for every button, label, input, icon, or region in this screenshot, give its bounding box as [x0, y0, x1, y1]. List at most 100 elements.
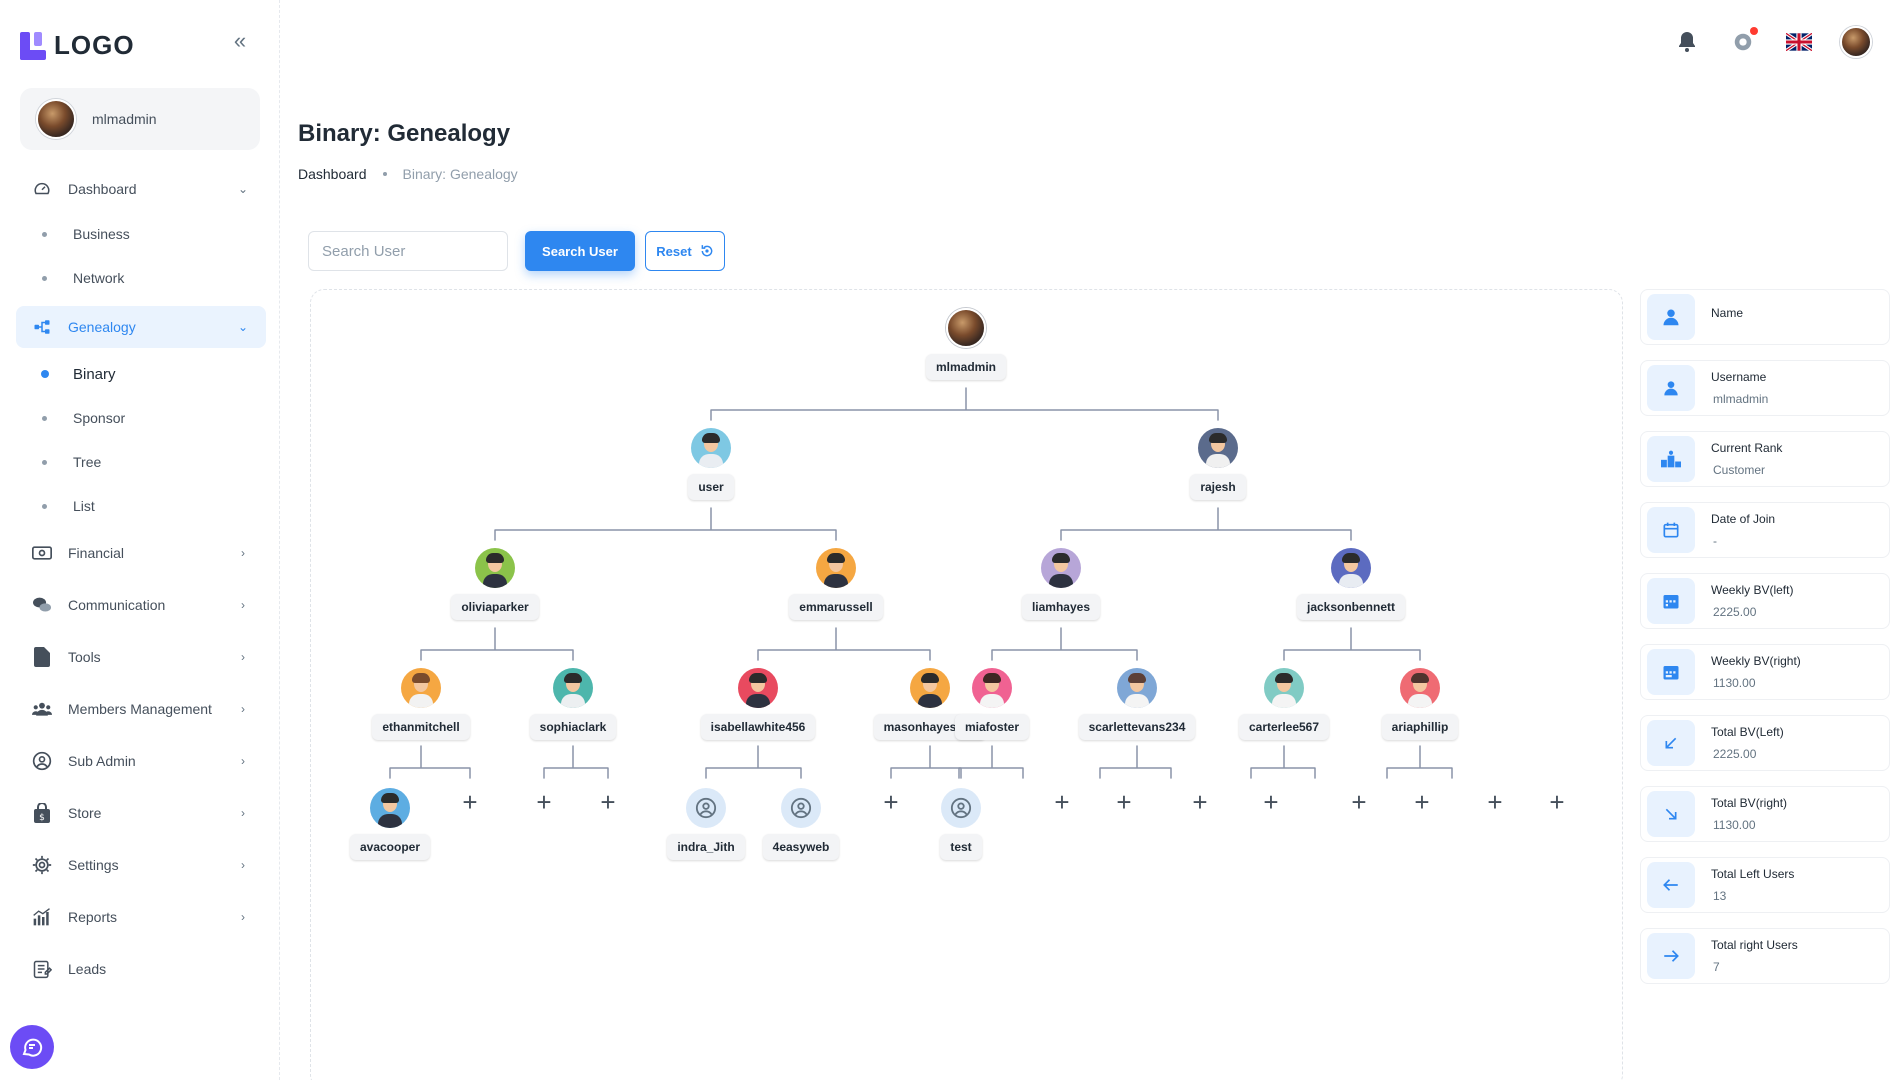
bell-icon[interactable]	[1672, 27, 1702, 57]
sidebar-subitem-binary[interactable]: Binary	[16, 352, 266, 396]
info-card-total-bv-right: Total BV(right) 1130.00	[1640, 786, 1890, 842]
bullet-icon	[42, 459, 47, 465]
sidebar-item-reports[interactable]: Reports ›	[16, 896, 266, 938]
chevron-right-icon: ›	[241, 910, 245, 924]
avatar	[1117, 668, 1157, 708]
bullet-icon	[42, 231, 47, 237]
sidebar-subitem-label: Binary	[73, 365, 116, 383]
tree-node[interactable]: scarlettevans234	[1067, 668, 1207, 740]
info-value: 2225.00	[1713, 747, 1757, 761]
search-user-button[interactable]: Search User	[525, 231, 635, 271]
add-member-plus-icon[interactable]: +	[1116, 786, 1132, 817]
reset-label: Reset	[656, 243, 692, 259]
sidebar-subitem-business[interactable]: Business	[16, 212, 266, 256]
sidebar-subitem-sponsor[interactable]: Sponsor	[16, 396, 266, 440]
user-card[interactable]: mlmadmin	[20, 88, 260, 150]
info-value: Customer	[1713, 463, 1766, 477]
avatar	[972, 668, 1012, 708]
settings-icon[interactable]	[1728, 27, 1758, 57]
user-info-panel: Name Username mlmadmin Current Rank Cust…	[1640, 289, 1890, 999]
avatar	[816, 548, 856, 588]
tree-node-label: rajesh	[1190, 474, 1246, 500]
sidebar-item-sub-admin[interactable]: Sub Admin ›	[16, 740, 266, 782]
logo[interactable]: LOGO	[20, 30, 135, 61]
sidebar-item-leads[interactable]: Leads	[16, 948, 266, 990]
sidebar-item-members-management[interactable]: Members Management ›	[16, 688, 266, 730]
chevron-right-icon: ›	[241, 806, 245, 820]
tree-node[interactable]: rajesh	[1148, 428, 1288, 500]
add-member-plus-icon[interactable]: +	[1054, 786, 1070, 817]
tree-node-label: ariaphillip	[1381, 714, 1459, 740]
sidebar-item-tools[interactable]: Tools ›	[16, 636, 266, 678]
notification-dot	[1750, 27, 1758, 35]
tree-node[interactable]: miafoster	[922, 668, 1062, 740]
tree-node[interactable]: user	[641, 428, 781, 500]
sidebar-item-genealogy[interactable]: Genealogy ⌄	[16, 306, 266, 348]
chat-button[interactable]	[10, 1025, 54, 1069]
tree-node[interactable]: ethanmitchell	[351, 668, 491, 740]
sidebar-subitem-tree[interactable]: Tree	[16, 440, 266, 484]
tree-node-label: miafoster	[954, 714, 1030, 740]
tree-node[interactable]: 4easyweb	[731, 788, 871, 860]
uk-flag-icon[interactable]	[1784, 27, 1814, 57]
breadcrumb: Dashboard Binary: Genealogy	[298, 166, 518, 182]
tree-node[interactable]: liamhayes	[991, 548, 1131, 620]
sidebar-subitem-label: Network	[73, 270, 125, 286]
tree-node[interactable]: test	[891, 788, 1031, 860]
breadcrumb-home[interactable]: Dashboard	[298, 166, 367, 182]
add-member-plus-icon[interactable]: +	[1263, 786, 1279, 817]
sidebar-subitem-network[interactable]: Network	[16, 256, 266, 300]
tree-node[interactable]: mlmadmin	[896, 308, 1036, 380]
sidebar-item-label: Dashboard	[68, 181, 137, 197]
sidebar-item-settings[interactable]: Settings ›	[16, 844, 266, 886]
info-label: Name	[1711, 306, 1744, 320]
calendar-icon	[1647, 507, 1695, 553]
tree-node[interactable]: sophiaclark	[503, 668, 643, 740]
add-member-plus-icon[interactable]: +	[462, 786, 478, 817]
add-member-plus-icon[interactable]: +	[536, 786, 552, 817]
collapse-sidebar-icon[interactable]: «	[233, 28, 247, 53]
avatar	[946, 308, 986, 348]
tree-node[interactable]: jacksonbennett	[1281, 548, 1421, 620]
info-label: Total Left Users	[1711, 867, 1795, 881]
search-input[interactable]	[308, 231, 508, 271]
arrow-down-left-icon	[1647, 720, 1695, 766]
tree-node-label: carterlee567	[1238, 714, 1330, 740]
info-value: 13	[1713, 889, 1727, 903]
topbar	[1672, 26, 1872, 58]
file-icon	[32, 647, 52, 667]
info-card-total-left-users: Total Left Users 13	[1640, 857, 1890, 913]
sidebar-item-financial[interactable]: Financial ›	[16, 532, 266, 574]
tree-node[interactable]: indra_Jith	[636, 788, 776, 860]
tree-node[interactable]: avacooper	[320, 788, 460, 860]
tree-node[interactable]: isabellawhite456	[688, 668, 828, 740]
chat-bubbles-icon	[32, 595, 52, 615]
reset-button[interactable]: Reset	[645, 231, 725, 271]
avatar[interactable]	[1840, 26, 1872, 58]
tree-node[interactable]: ariaphillip	[1350, 668, 1490, 740]
hierarchy-icon	[32, 317, 52, 337]
info-label: Total BV(right)	[1711, 796, 1788, 810]
tree-node-label: scarlettevans234	[1078, 714, 1196, 740]
tree-node-label: isabellawhite456	[700, 714, 816, 740]
tree-node[interactable]: emmarussell	[766, 548, 906, 620]
tree-node[interactable]: carterlee567	[1214, 668, 1354, 740]
avatar	[1400, 668, 1440, 708]
add-member-plus-icon[interactable]: +	[1192, 786, 1208, 817]
add-member-plus-icon[interactable]: +	[883, 786, 899, 817]
add-member-plus-icon[interactable]: +	[1549, 786, 1565, 817]
add-member-plus-icon[interactable]: +	[1414, 786, 1430, 817]
sidebar-subitem-list[interactable]: List	[16, 484, 266, 528]
sidebar-item-communication[interactable]: Communication ›	[16, 584, 266, 626]
tree-node-label: 4easyweb	[762, 834, 840, 860]
add-member-plus-icon[interactable]: +	[600, 786, 616, 817]
sidebar-item-store[interactable]: $ Store ›	[16, 792, 266, 834]
tree-node-label: test	[940, 834, 982, 860]
info-label: Weekly BV(right)	[1711, 654, 1801, 668]
add-member-plus-icon[interactable]: +	[1487, 786, 1503, 817]
tree-node[interactable]: oliviaparker	[425, 548, 565, 620]
sidebar-item-dashboard[interactable]: Dashboard ⌄	[16, 168, 266, 210]
info-value: 1130.00	[1713, 676, 1756, 690]
add-member-plus-icon[interactable]: +	[1351, 786, 1367, 817]
tree-node-label: jacksonbennett	[1296, 594, 1406, 620]
